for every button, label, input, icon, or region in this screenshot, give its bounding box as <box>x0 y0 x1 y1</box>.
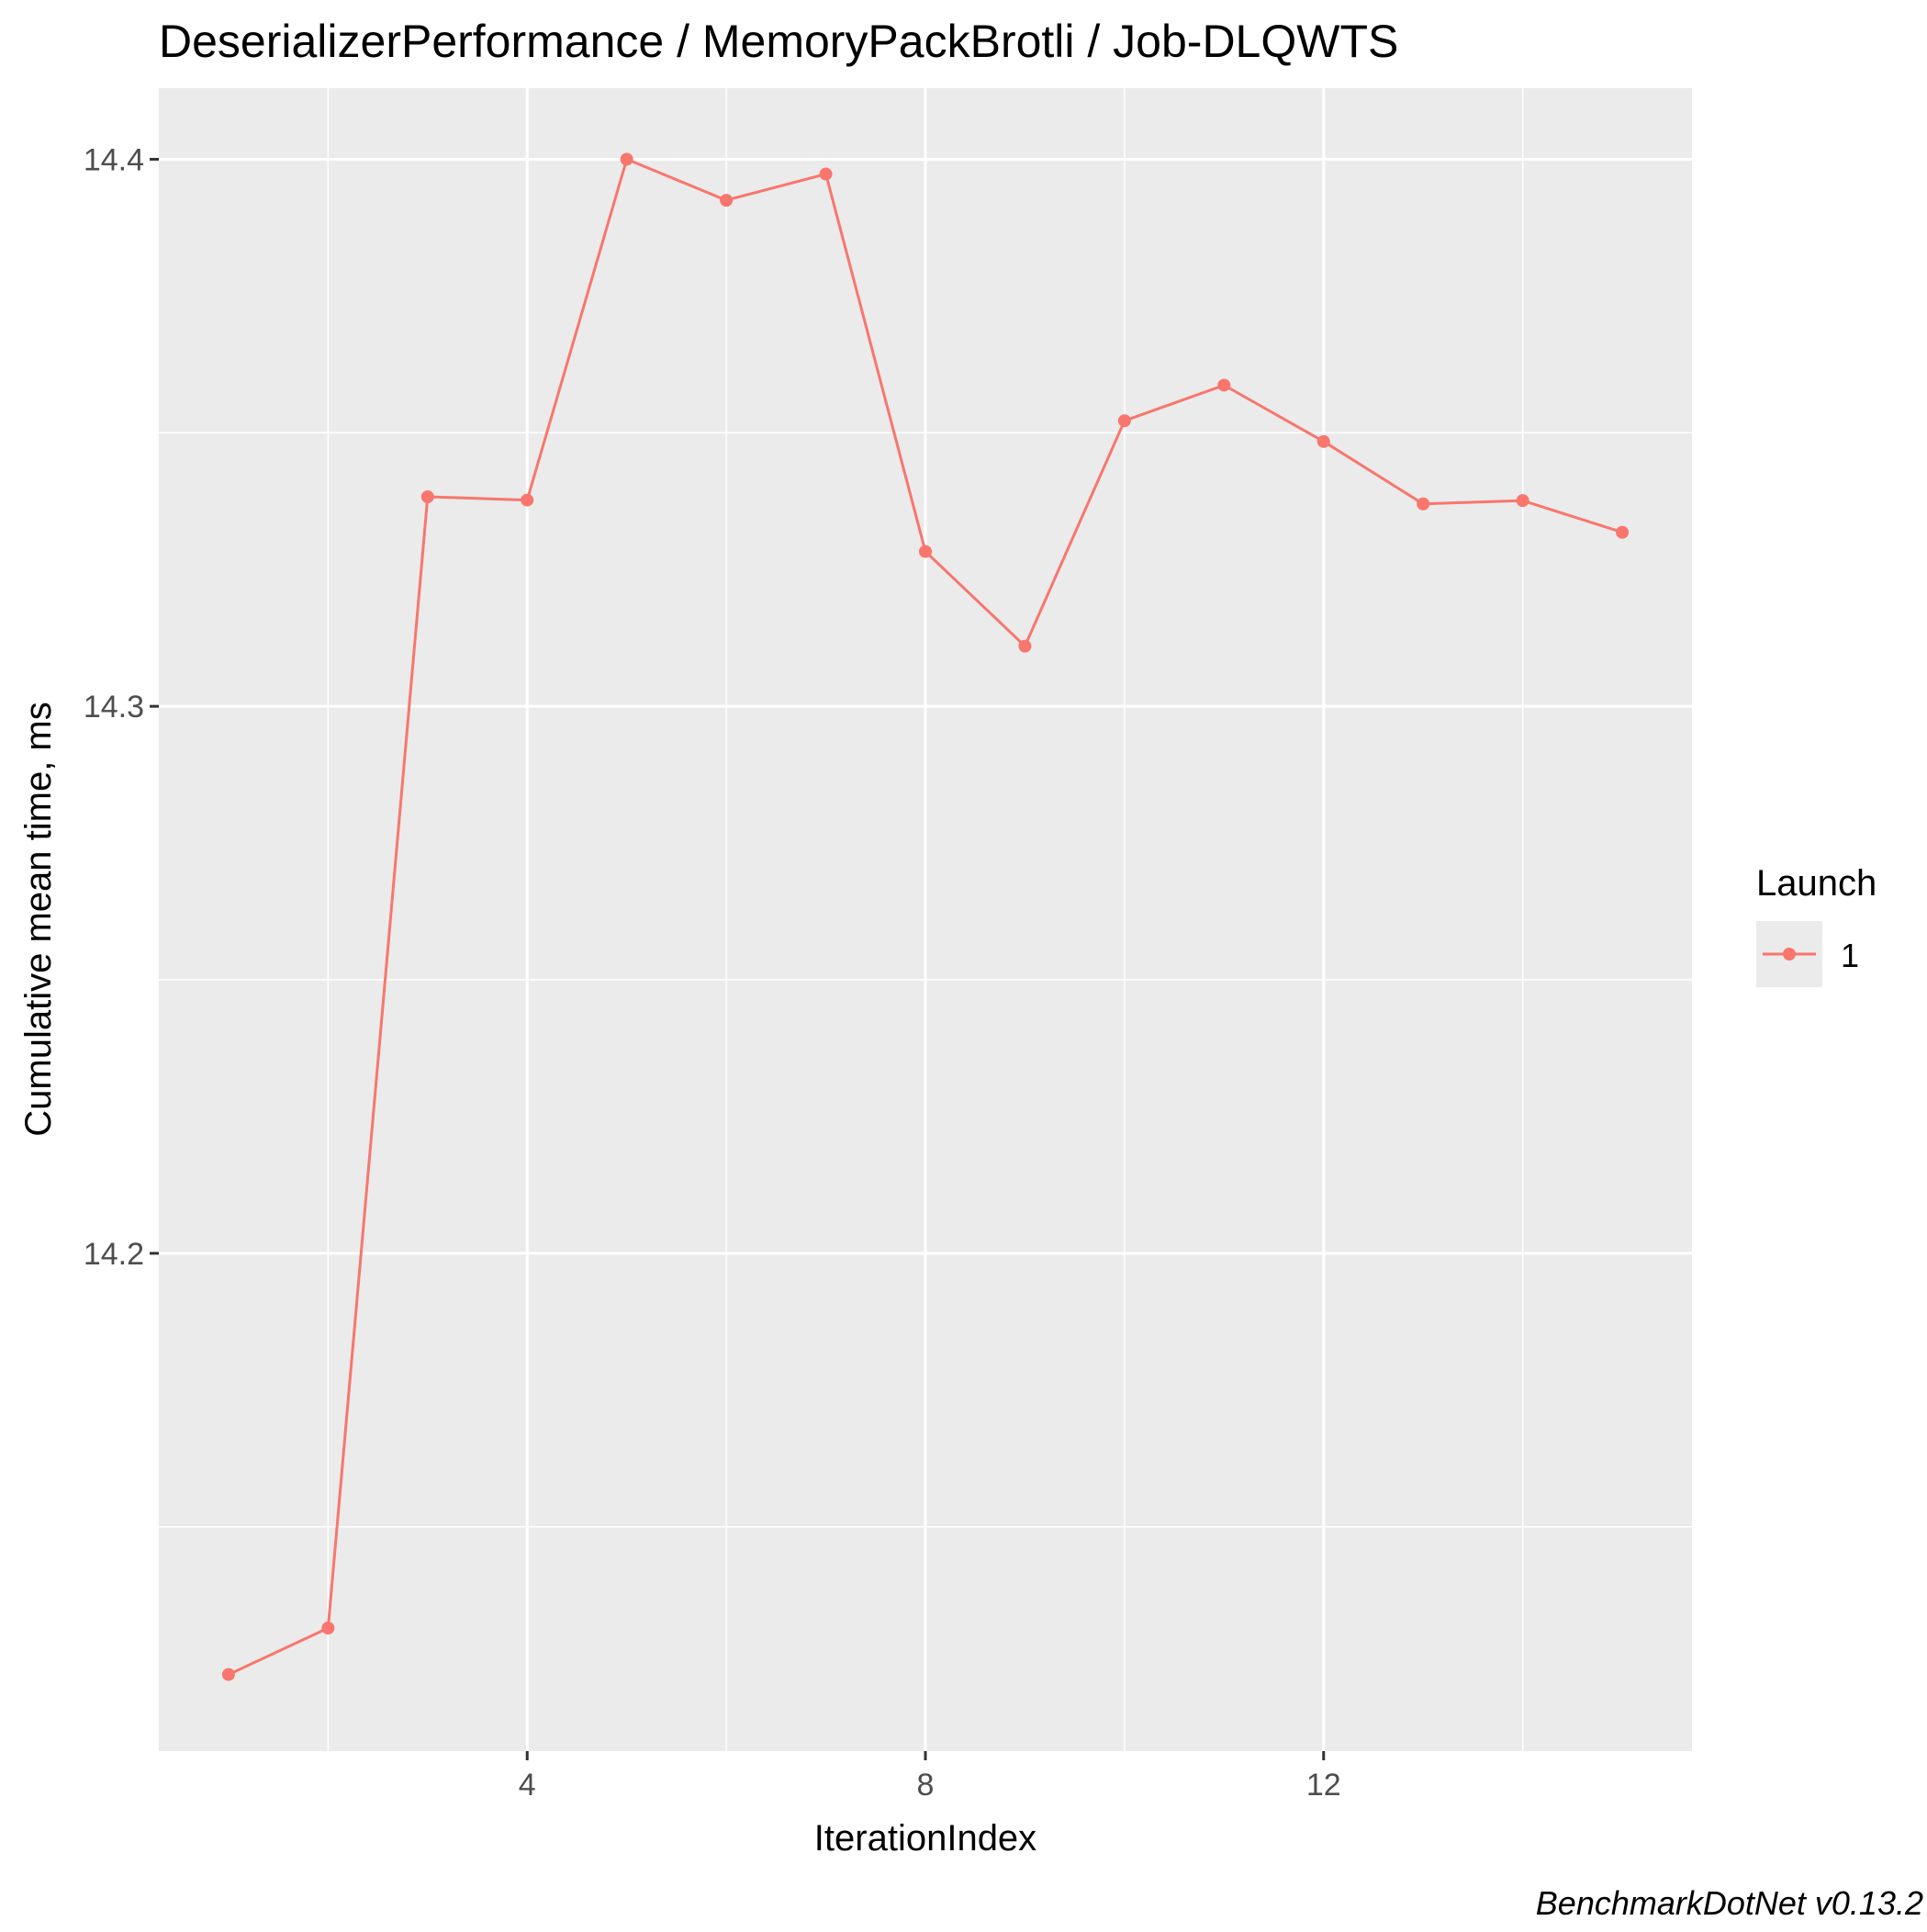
legend-title: Launch <box>1756 863 1877 904</box>
footer-credit: BenchmarkDotNet v0.13.2 <box>1536 1884 1923 1922</box>
x-tick-label: 4 <box>519 1768 536 1803</box>
data-point <box>819 167 833 181</box>
data-point <box>620 152 633 166</box>
data-point <box>221 1668 235 1681</box>
data-point <box>420 490 434 504</box>
data-point <box>1117 414 1131 428</box>
data-point <box>321 1621 335 1634</box>
x-tick-label: 12 <box>1306 1768 1341 1803</box>
data-point <box>521 493 534 507</box>
chart-title: DeserializerPerformance / MemoryPackBrot… <box>159 16 1398 67</box>
data-point <box>1217 378 1231 392</box>
data-point <box>919 545 932 558</box>
x-tick-label: 8 <box>917 1768 935 1803</box>
data-point <box>720 194 734 208</box>
y-tick-label: 14.4 <box>84 142 144 177</box>
data-point <box>1018 639 1032 653</box>
y-tick-label: 14.3 <box>84 690 144 724</box>
data-point <box>1616 525 1630 539</box>
series-layer <box>221 152 1630 1681</box>
grid-major-lines <box>159 88 1692 1751</box>
legend-entry-label: 1 <box>1841 937 1859 974</box>
y-tick-label: 14.2 <box>84 1237 144 1272</box>
axis-layer: 4 8 12 14.2 14.3 14.4 <box>84 142 1341 1803</box>
y-axis-label: Cumulative mean time, ms <box>18 702 59 1136</box>
legend: Launch 1 <box>1756 863 1877 987</box>
data-point <box>1516 494 1529 508</box>
x-axis-label: IterationIndex <box>814 1818 1036 1859</box>
data-point <box>1417 497 1430 511</box>
data-point <box>1316 434 1330 448</box>
legend-key-point <box>1783 948 1796 960</box>
